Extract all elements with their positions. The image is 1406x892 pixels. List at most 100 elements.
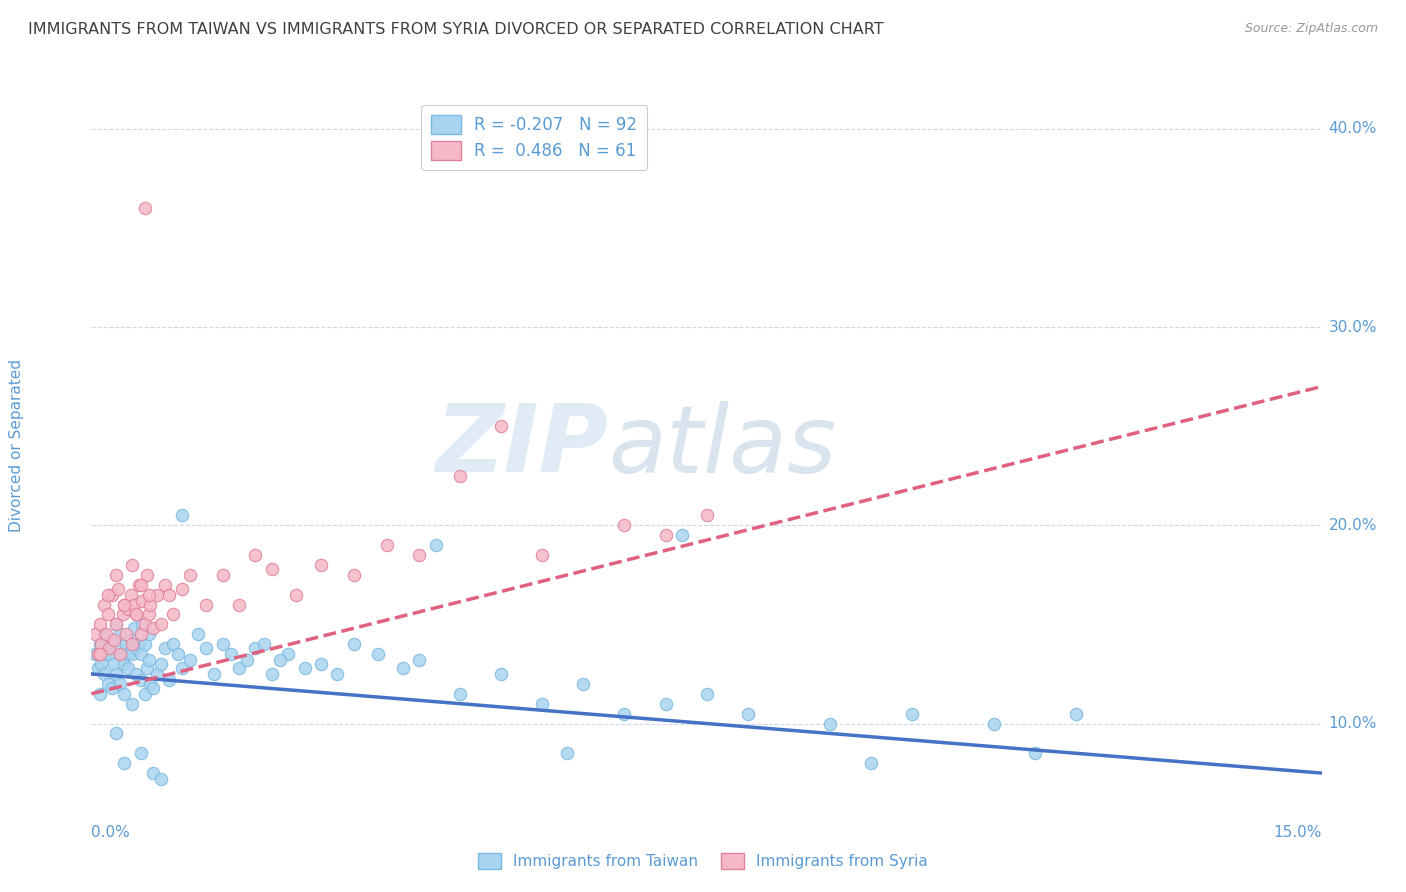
Point (97, 588, 120, 602)
Point (93, 627, 115, 641)
Point (121, 558, 143, 572)
Point (107, 641, 129, 656)
Point (89, 637, 111, 651)
Text: 20.0%: 20.0% (1329, 517, 1376, 533)
Point (900, 706, 922, 721)
Point (122, 621, 145, 635)
Point (654, 697, 676, 711)
Point (114, 627, 138, 641)
Point (1064, 706, 1087, 721)
Point (134, 637, 156, 651)
Point (142, 766, 165, 780)
Point (125, 667, 148, 681)
Point (326, 667, 349, 681)
Point (108, 627, 131, 641)
Point (122, 598, 145, 612)
Point (89, 647, 111, 661)
Point (613, 706, 636, 721)
Point (105, 567, 127, 582)
Point (211, 567, 233, 582)
Point (139, 677, 162, 691)
Point (142, 681, 165, 695)
Point (131, 617, 153, 632)
Text: 30.0%: 30.0% (1329, 319, 1376, 334)
Point (129, 746, 152, 760)
Point (98, 641, 121, 656)
Point (97, 677, 120, 691)
Legend: R = -0.207   N = 92, R =  0.486   N = 61: R = -0.207 N = 92, R = 0.486 N = 61 (422, 104, 647, 169)
Point (114, 637, 138, 651)
Point (84, 647, 107, 661)
Point (129, 627, 152, 641)
Point (128, 578, 150, 592)
Point (138, 627, 160, 641)
Point (859, 756, 882, 771)
Text: 0.0%: 0.0% (91, 825, 131, 840)
Point (375, 538, 398, 552)
Point (98, 647, 121, 661)
Point (89, 687, 111, 701)
Point (103, 633, 125, 648)
Point (150, 617, 173, 632)
Point (228, 661, 250, 675)
Point (146, 588, 169, 602)
Point (195, 598, 218, 612)
Point (260, 562, 283, 576)
Text: Divorced or Separated: Divorced or Separated (10, 359, 24, 533)
Point (96, 627, 117, 641)
Point (112, 598, 135, 612)
Point (142, 621, 165, 635)
Point (112, 756, 135, 771)
Point (236, 653, 259, 667)
Point (153, 641, 177, 656)
Point (105, 617, 127, 632)
Point (131, 593, 153, 607)
Point (97, 607, 120, 622)
Point (138, 588, 160, 602)
Legend: Immigrants from Taiwan, Immigrants from Syria: Immigrants from Taiwan, Immigrants from … (472, 847, 934, 875)
Point (253, 637, 276, 651)
Point (408, 548, 430, 562)
Point (309, 558, 332, 572)
Point (425, 538, 447, 552)
Text: Source: ZipAtlas.com: Source: ZipAtlas.com (1244, 22, 1378, 36)
Point (89, 617, 111, 632)
Point (245, 548, 267, 562)
Point (695, 687, 717, 701)
Point (93, 598, 115, 612)
Point (162, 637, 184, 651)
Point (87, 647, 110, 661)
Point (117, 647, 139, 661)
Point (120, 588, 142, 602)
Point (136, 661, 159, 675)
Point (120, 633, 142, 648)
Point (294, 661, 316, 675)
Point (202, 667, 225, 681)
Point (157, 588, 180, 602)
Point (449, 468, 471, 483)
Point (367, 647, 389, 661)
Point (134, 201, 156, 215)
Point (170, 508, 193, 523)
Point (671, 528, 693, 542)
Point (84, 627, 107, 641)
Point (228, 598, 250, 612)
Point (136, 567, 159, 582)
Point (111, 607, 134, 622)
Point (107, 582, 129, 596)
Point (139, 598, 162, 612)
Point (162, 607, 184, 622)
Point (111, 647, 134, 661)
Text: IMMIGRANTS FROM TAIWAN VS IMMIGRANTS FROM SYRIA DIVORCED OR SEPARATED CORRELATIO: IMMIGRANTS FROM TAIWAN VS IMMIGRANTS FRO… (28, 22, 884, 37)
Point (117, 661, 139, 675)
Point (146, 667, 169, 681)
Point (134, 617, 156, 632)
Point (90, 657, 112, 671)
Point (112, 687, 135, 701)
Point (260, 667, 283, 681)
Point (170, 661, 193, 675)
Point (121, 637, 143, 651)
Point (101, 588, 124, 602)
Point (343, 567, 366, 582)
Point (343, 637, 366, 651)
